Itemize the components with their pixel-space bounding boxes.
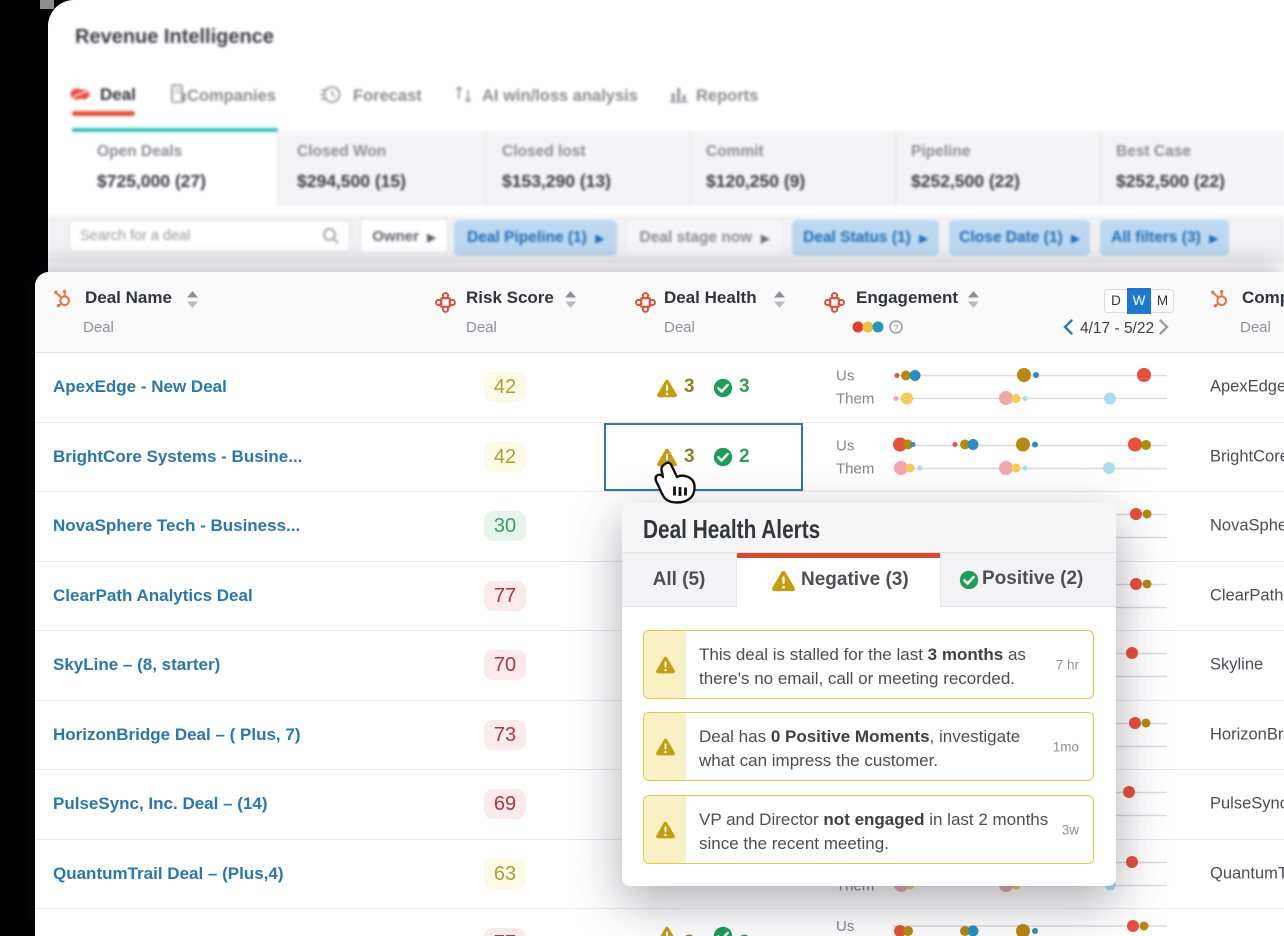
svg-text:Them: Them bbox=[836, 391, 874, 408]
svg-text:?: ? bbox=[893, 323, 898, 334]
svg-text:Us: Us bbox=[836, 918, 854, 935]
svg-text:Us: Us bbox=[836, 368, 854, 385]
svg-text:Them: Them bbox=[836, 460, 874, 477]
svg-text:Us: Us bbox=[836, 437, 854, 454]
